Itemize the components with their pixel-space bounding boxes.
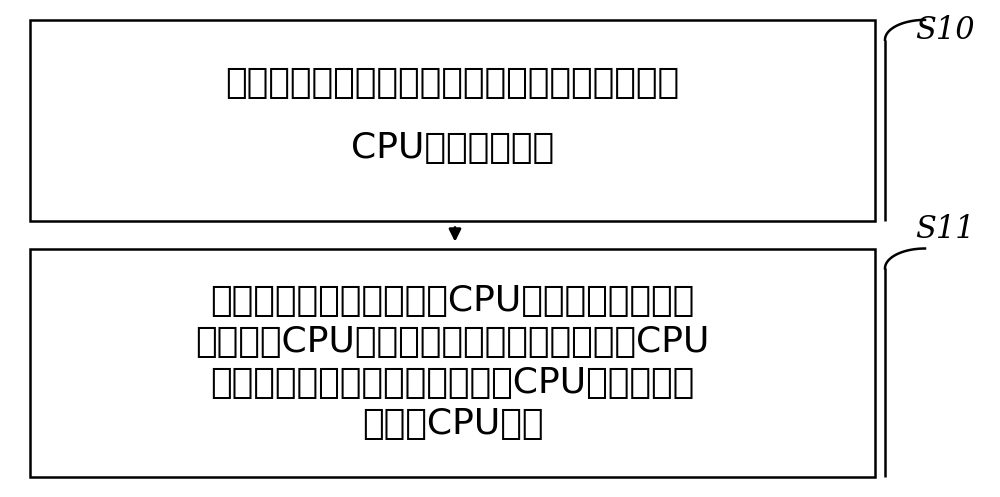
Text: CPU资源使用情况: CPU资源使用情况 [351,131,554,165]
Text: 留的所述CPU资源绑定到预留的资源池内的CPU: 留的所述CPU资源绑定到预留的资源池内的CPU [195,325,710,359]
Bar [30,248,875,477]
Bar [30,20,875,221]
Text: S10: S10 [915,15,975,46]
Text: 逻辑核上，以从资源池内的所述CPU逻辑核上调: 逻辑核上，以从资源池内的所述CPU逻辑核上调 [210,366,695,401]
Text: 度所述CPU资源: 度所述CPU资源 [362,408,543,441]
Text: 在监测到虚拟机系统启动时，监控虚拟机系统的: 在监测到虚拟机系统启动时，监控虚拟机系统的 [225,66,680,100]
Text: 当监测到存在需要预留的CPU资源时，将需要预: 当监测到存在需要预留的CPU资源时，将需要预 [210,284,695,318]
Text: S11: S11 [915,214,975,245]
